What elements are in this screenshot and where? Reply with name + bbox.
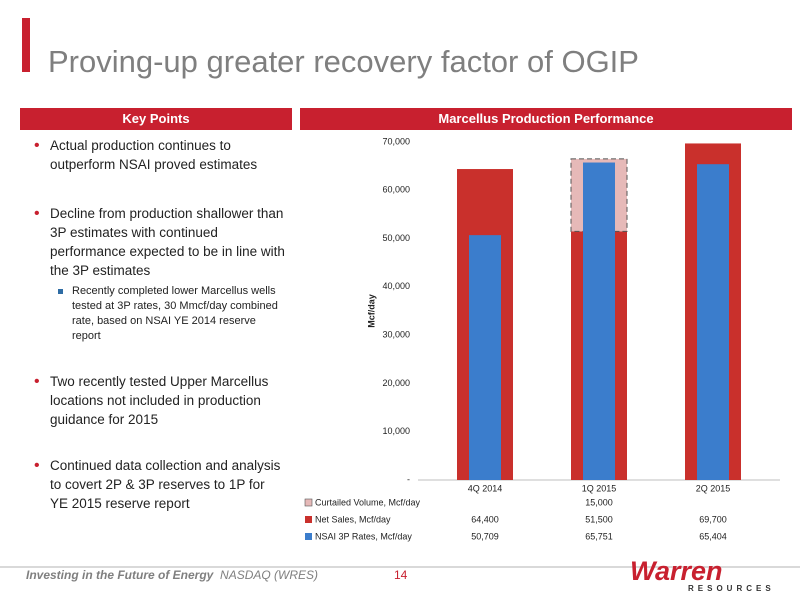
bullet: •: [34, 137, 40, 154]
bullet-item: • Two recently tested Upper Marcellus loc…: [34, 372, 285, 429]
y-tick-label: 30,000: [382, 330, 410, 340]
bullet-text: Actual production continues to outperfor…: [50, 138, 258, 172]
sub-bullet-text: Recently completed lower Marcellus wells…: [72, 285, 278, 342]
table-value: 69,700: [699, 514, 727, 524]
legend-label: NSAI 3P Rates, Mcf/day: [315, 531, 412, 541]
bullet: •: [34, 373, 40, 390]
legend-label: Net Sales, Mcf/day: [315, 514, 391, 524]
y-axis-label: Mcf/day: [366, 294, 376, 328]
footer-rule: [0, 566, 800, 568]
y-tick-label: -: [407, 474, 410, 484]
legend-swatch: [305, 533, 312, 540]
y-tick-label: 50,000: [382, 233, 410, 243]
y-tick-label: 10,000: [382, 426, 410, 436]
table-value: 51,500: [585, 514, 613, 524]
y-tick-label: 20,000: [382, 378, 410, 388]
bullet: •: [34, 205, 40, 222]
y-tick-label: 60,000: [382, 185, 410, 195]
bullet-item: • Actual production continues to outperfo…: [34, 136, 285, 174]
table-value: 50,709: [471, 531, 499, 541]
bullet-item: • Decline from production shallower than …: [34, 204, 287, 344]
x-tick-label: 1Q 2015: [582, 483, 617, 493]
sub-marker: [58, 289, 63, 294]
tagline: Investing in the Future of Energy: [26, 568, 214, 582]
page-number: 14: [394, 568, 408, 582]
chart-title: Marcellus Production Performance: [300, 108, 792, 130]
y-tick-label: 40,000: [382, 281, 410, 291]
logo: Warren: [630, 556, 723, 586]
y-tick-label: 70,000: [382, 136, 410, 146]
table-value: 65,751: [585, 531, 613, 541]
bullet-item: • Continued data collection and analysis …: [34, 456, 285, 513]
bullet-text: Continued data collection and analysis t…: [50, 458, 281, 511]
footer: Investing in the Future of Energy NASDAQ…: [26, 568, 318, 582]
bar: [697, 164, 729, 480]
legend-swatch: [305, 516, 312, 523]
x-tick-label: 2Q 2015: [696, 483, 731, 493]
key-points-heading: Key Points: [20, 108, 292, 130]
logo-sub: RESOURCES: [688, 584, 775, 593]
x-tick-label: 4Q 2014: [468, 483, 503, 493]
ticker: NASDAQ (WRES): [220, 568, 319, 582]
table-value: 15,000: [585, 497, 613, 507]
legend-swatch: [304, 498, 313, 507]
bar: [583, 162, 615, 480]
table-value: 65,404: [699, 531, 727, 541]
bullet-text: Two recently tested Upper Marcellus loca…: [50, 374, 269, 427]
accent-bar: [22, 18, 30, 72]
bar: [469, 235, 501, 480]
bullet: •: [34, 457, 40, 474]
bullet-text: Decline from production shallower than 3…: [50, 206, 285, 278]
table-value: 64,400: [471, 514, 499, 524]
legend-label: Curtailed Volume, Mcf/day: [315, 497, 421, 507]
sub-bullet: Recently completed lower Marcellus wells…: [58, 284, 287, 344]
slide-title: Proving-up greater recovery factor of OG…: [48, 44, 639, 79]
